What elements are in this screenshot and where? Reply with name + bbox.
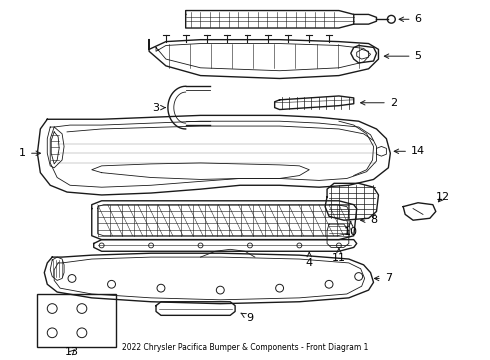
Text: 10: 10 — [344, 221, 358, 237]
Text: 9: 9 — [241, 313, 253, 323]
Text: 13: 13 — [65, 347, 79, 357]
Text: 14: 14 — [394, 146, 425, 156]
Text: 3: 3 — [152, 103, 165, 113]
Text: 2: 2 — [361, 98, 397, 108]
Text: 4: 4 — [306, 252, 313, 268]
Text: 12: 12 — [436, 192, 450, 202]
Text: 11: 11 — [332, 248, 346, 263]
Text: 7: 7 — [374, 274, 392, 283]
Text: 5: 5 — [384, 51, 421, 61]
Text: 6: 6 — [399, 14, 421, 24]
Text: 2022 Chrysler Pacifica Bumper & Components - Front Diagram 1: 2022 Chrysler Pacifica Bumper & Componen… — [122, 343, 368, 352]
Text: 1: 1 — [19, 148, 41, 158]
Text: 8: 8 — [361, 215, 377, 225]
